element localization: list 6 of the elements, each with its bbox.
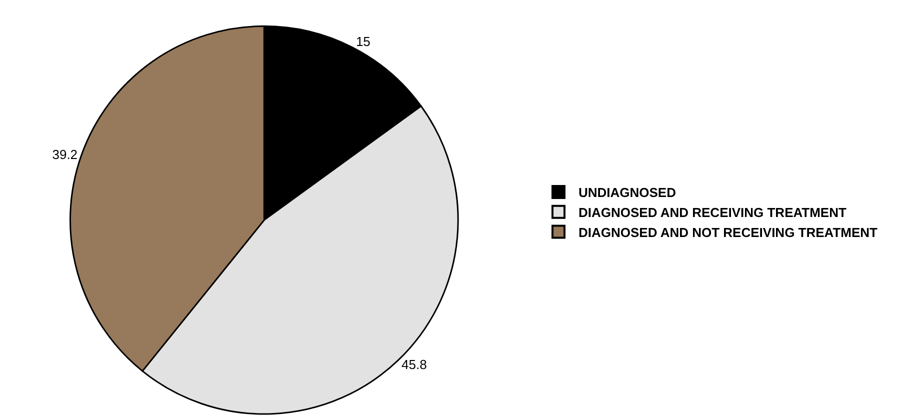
data-label: 15 bbox=[356, 34, 370, 49]
data-label: 45.8 bbox=[402, 357, 427, 372]
legend-label: DIAGNOSED AND NOT RECEIVING TREATMENT bbox=[578, 224, 878, 240]
legend-label: DIAGNOSED AND RECEIVING TREATMENT bbox=[578, 204, 846, 220]
data-label: 39.2 bbox=[52, 147, 78, 162]
legend-label: UNDIAGNOSED bbox=[578, 185, 676, 200]
